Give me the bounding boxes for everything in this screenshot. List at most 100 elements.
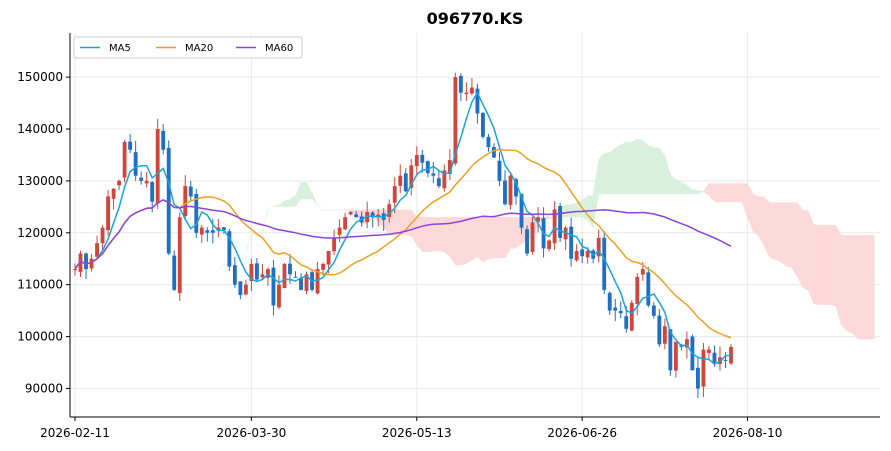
- candle-body: [343, 217, 348, 230]
- cloud-segment: [477, 216, 484, 263]
- candle-body: [299, 278, 303, 290]
- cloud-segment: [317, 204, 324, 211]
- candle-body: [221, 227, 226, 231]
- candle-body: [574, 250, 579, 261]
- candle-body: [712, 352, 717, 363]
- candle-body: [166, 147, 171, 254]
- candle-body: [458, 75, 463, 93]
- cloud-segment: [460, 216, 467, 266]
- cloud-segment: [846, 235, 853, 334]
- cloud-segment: [482, 216, 489, 263]
- candle-body: [453, 77, 458, 164]
- candle-body: [315, 269, 320, 294]
- cloud-segment: [631, 138, 638, 195]
- cloud-segment: [670, 173, 677, 195]
- candle-body: [635, 276, 640, 304]
- cloud-segment: [730, 183, 737, 203]
- cloud-segment: [818, 224, 825, 305]
- cloud-segment: [345, 209, 351, 212]
- cloud-segment: [664, 155, 671, 195]
- candle-body: [288, 263, 292, 275]
- cloud-segment: [824, 224, 831, 305]
- candle-body: [558, 206, 563, 238]
- cloud-segment: [841, 235, 848, 332]
- candle-body: [205, 230, 210, 233]
- cloud-segment: [295, 182, 302, 208]
- cloud-segment: [648, 145, 655, 195]
- candle-body: [370, 212, 375, 218]
- cloud-segment: [609, 147, 616, 195]
- candle-body: [161, 130, 166, 150]
- candle-body: [497, 160, 502, 181]
- candle-body: [409, 165, 414, 188]
- cloud-segment: [857, 235, 864, 340]
- candle-body: [210, 230, 215, 233]
- x-tick-label: 2026-02-11: [40, 426, 110, 440]
- candle-body: [414, 154, 419, 167]
- candle-body: [403, 173, 408, 192]
- candle-body: [436, 178, 441, 187]
- ma-line-ma5: [74, 91, 732, 365]
- y-tick-label: 90000: [25, 381, 63, 395]
- candle-body: [723, 359, 728, 361]
- candle-body: [260, 274, 265, 278]
- cloud-segment: [471, 216, 478, 261]
- candle-body: [216, 227, 221, 231]
- cloud-segment: [637, 138, 644, 195]
- cloud-segment: [763, 196, 770, 258]
- candle-body: [73, 269, 77, 271]
- candle-body: [84, 253, 88, 270]
- candle-body: [188, 186, 193, 197]
- candle-body: [607, 292, 612, 311]
- cloud-segment: [681, 181, 688, 195]
- candle-body: [122, 141, 127, 178]
- candle-body: [348, 212, 353, 215]
- candle-body: [238, 281, 243, 296]
- cloud-segment: [311, 192, 318, 206]
- candle-body: [651, 305, 656, 316]
- cloud-segment: [438, 216, 445, 253]
- candle-body: [172, 255, 177, 290]
- candle-body: [701, 349, 706, 387]
- candle-body: [580, 249, 585, 257]
- candle-body: [657, 315, 662, 345]
- candle-body: [514, 179, 518, 197]
- candle-body: [177, 217, 182, 294]
- candle-body: [624, 316, 629, 329]
- cloud-segment: [703, 182, 710, 196]
- candles: [73, 72, 733, 399]
- cloud-segment: [565, 204, 572, 218]
- candle-body: [78, 253, 83, 272]
- cloud-segment: [829, 224, 836, 307]
- candle-body: [128, 141, 133, 150]
- cloud-segment: [405, 209, 412, 237]
- cloud-segment: [499, 216, 506, 259]
- x-tick-label: 2026-03-30: [217, 426, 287, 440]
- cloud-segment: [714, 183, 721, 203]
- cloud-segment: [780, 202, 787, 267]
- candle-body: [150, 181, 155, 202]
- candle-body: [199, 227, 204, 235]
- candle-body: [486, 136, 491, 148]
- candle-body: [536, 217, 540, 222]
- y-tick-label: 120000: [17, 226, 63, 240]
- cloud-segment: [300, 182, 307, 200]
- candle-body: [332, 237, 337, 252]
- cloud-segment: [758, 196, 765, 247]
- candle-body: [376, 214, 381, 217]
- cloud-segment: [868, 235, 875, 340]
- candle-body: [525, 229, 529, 254]
- candle-body: [695, 367, 700, 389]
- cloud-segment: [306, 182, 313, 200]
- cloud-segment: [394, 209, 401, 235]
- candle-body: [547, 240, 552, 249]
- cloud-segment: [791, 202, 798, 278]
- candle-body: [106, 196, 111, 231]
- legend: MA5 MA20 MA60: [73, 36, 303, 59]
- candle-body: [508, 175, 513, 205]
- cloud-segment: [218, 263, 225, 270]
- candle-body: [111, 188, 116, 199]
- candle-body: [481, 112, 485, 137]
- candle-body: [684, 339, 689, 348]
- x-tick-label: 2026-06-26: [547, 426, 617, 440]
